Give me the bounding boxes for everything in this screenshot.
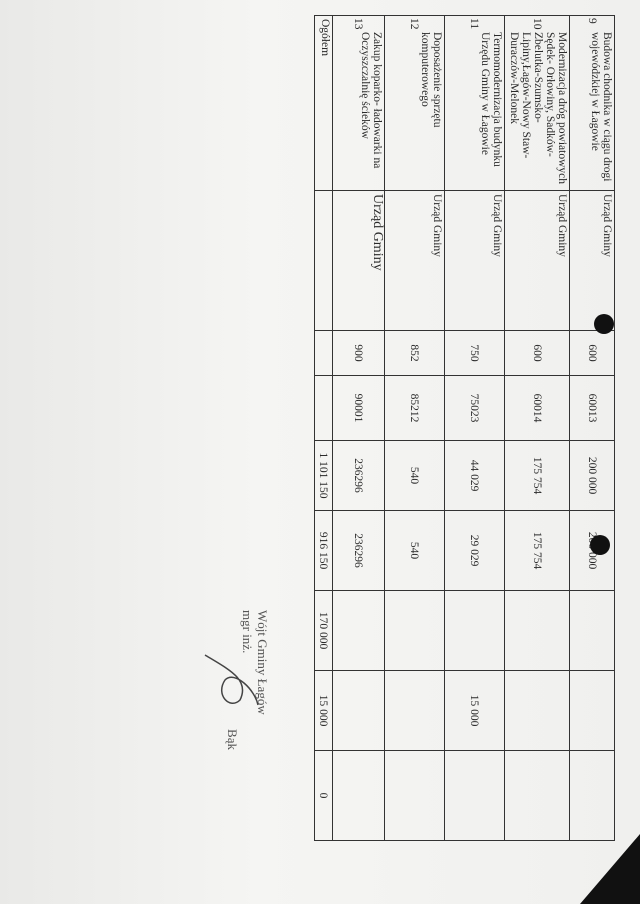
task-name: Termomodernizacja budynku Urzędu Gminy w… [479, 32, 503, 167]
cell-c6: 29 029 [444, 510, 505, 591]
cell-unit: Urząd Gminy [384, 190, 445, 331]
task-name: Budowa chodnika w ciągu drogi wojewódzki… [589, 32, 613, 182]
row-number: 12 [408, 18, 421, 30]
total-total: 1 101 150 [314, 440, 333, 511]
cell-unit: Urząd Gminy [332, 190, 385, 331]
handwritten-signature [204, 654, 259, 706]
cell-unit: Urząd Gminy [444, 190, 505, 331]
table-row: 10 Modernizacja dróg powiatowych Sędek- O… [504, 15, 570, 841]
row-number: 9 [586, 18, 598, 24]
empty-cell [314, 190, 333, 331]
total-c9: 0 [314, 750, 333, 841]
row-number: 11 [468, 18, 481, 30]
cell-c7 [332, 590, 385, 671]
row-number: 10 [531, 18, 543, 30]
cell-rozdzial: 60014 [504, 375, 570, 441]
cell-c8 [504, 670, 570, 751]
cell-c7 [504, 590, 570, 671]
task-name-cell: 12 Doposażenie sprzętu komputerowego [384, 15, 445, 191]
cell-total: 44 029 [444, 440, 505, 511]
cell-total: 200 000 [569, 440, 615, 511]
cell-c6: 236296 [332, 510, 385, 591]
task-name-cell: 11 Termomodernizacja budynku Urzędu Gminy… [444, 15, 505, 191]
cell-c7 [444, 590, 505, 671]
total-c8: 15 000 [314, 670, 333, 751]
rotated-table-wrapper: 9 Budowa chodnika w ciągu drogi wojewódzk… [314, 15, 615, 841]
task-name-cell: 10 Modernizacja dróg powiatowych Sędek- O… [504, 15, 570, 191]
table-row: 11 Termomodernizacja budynku Urzędu Gminy… [444, 15, 505, 841]
total-row: Ogółem 1 101 150 916 150 170 000 15 000 0 [314, 15, 333, 841]
cell-c9 [384, 750, 445, 841]
task-name: Zakup koparko- ładowarki na Oczyszczalni… [359, 32, 383, 169]
cell-c9 [569, 750, 615, 841]
cell-c8 [332, 670, 385, 751]
total-c6: 916 150 [314, 510, 333, 591]
table-row: 12 Doposażenie sprzętu komputerowego Urząd… [384, 15, 445, 841]
cell-c9 [444, 750, 505, 841]
task-name: Doposażenie sprzętu komputerowego [419, 32, 443, 128]
cell-total: 175 754 [504, 440, 570, 511]
scan-corner-shadow [580, 834, 640, 904]
cell-total: 540 [384, 440, 445, 511]
cell-dzial: 600 [569, 330, 615, 376]
task-name: Modernizacja dróg powiatowych Sędek- Orł… [508, 32, 568, 185]
cell-c8 [384, 670, 445, 751]
table-row: 13 Zakup koparko- ładowarki na Oczyszczal… [332, 15, 385, 841]
cell-c6: 540 [384, 510, 445, 591]
cell-rozdzial: 85212 [384, 375, 445, 441]
cell-dzial: 900 [332, 330, 385, 376]
cell-c8: 15 000 [444, 670, 505, 751]
cell-rozdzial: 60013 [569, 375, 615, 441]
task-name-cell: 9 Budowa chodnika w ciągu drogi wojewódzk… [569, 15, 615, 191]
cell-dzial: 600 [504, 330, 570, 376]
row-number: 13 [352, 18, 365, 30]
cell-total: 236296 [332, 440, 385, 511]
cell-rozdzial: 75023 [444, 375, 505, 441]
investment-table: 9 Budowa chodnika w ciągu drogi wojewódzk… [314, 15, 615, 841]
cell-rozdzial: 90001 [332, 375, 385, 441]
total-c7: 170 000 [314, 590, 333, 671]
punch-hole [590, 535, 610, 555]
cell-dzial: 852 [384, 330, 445, 376]
task-name-cell: 13 Zakup koparko- ładowarki na Oczyszczal… [332, 15, 385, 191]
empty-cell [314, 375, 333, 441]
cell-c6: 175 754 [504, 510, 570, 591]
cell-unit: Urząd Gminy [504, 190, 570, 331]
cell-dzial: 750 [444, 330, 505, 376]
cell-c7 [569, 590, 615, 671]
punch-hole [594, 314, 614, 334]
cell-c9 [504, 750, 570, 841]
cell-c7 [384, 590, 445, 671]
empty-cell [314, 330, 333, 376]
cell-c8 [569, 670, 615, 751]
cell-unit: Urząd Gminy [569, 190, 615, 331]
table-row: 9 Budowa chodnika w ciągu drogi wojewódzk… [569, 15, 615, 841]
cell-c9 [332, 750, 385, 841]
total-label: Ogółem [314, 15, 333, 191]
